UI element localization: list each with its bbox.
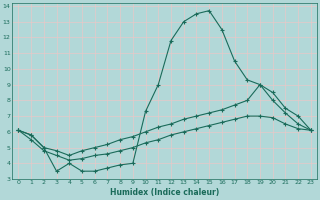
X-axis label: Humidex (Indice chaleur): Humidex (Indice chaleur) xyxy=(110,188,219,197)
